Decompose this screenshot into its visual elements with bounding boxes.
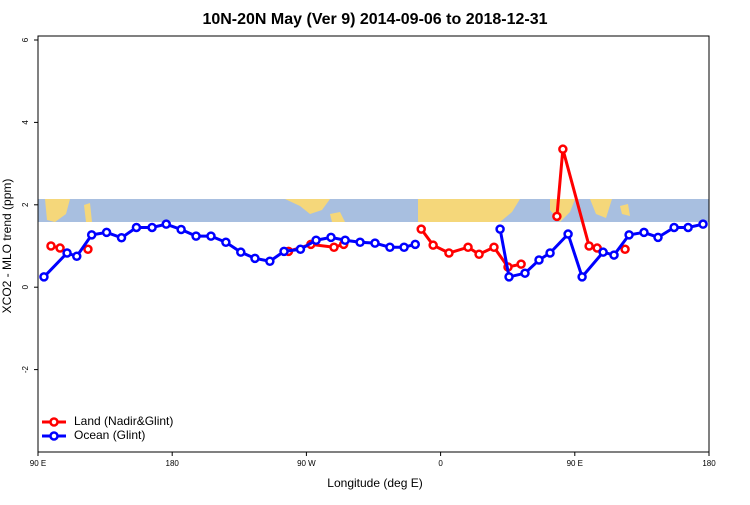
data-point [39,272,49,282]
data-point [520,268,530,278]
data-point [669,222,679,233]
data-point [534,255,544,265]
data-point [552,211,562,222]
legend-marker [49,417,59,427]
x-tick-label: 90 W [297,459,316,468]
y-tick-label: 6 [21,37,30,42]
legend-label: Ocean (Glint) [74,428,145,442]
data-point [558,144,568,154]
data-point [191,231,201,241]
x-axis-label: Longitude (deg E) [327,476,422,490]
data-point [609,250,619,260]
data-point [653,232,663,243]
data-point [592,243,602,253]
data-point [489,242,499,252]
data-point [428,240,438,250]
data-point [101,227,112,238]
data-point [236,247,246,257]
data-point [147,222,157,233]
data-point [116,233,127,243]
map-land [45,199,630,222]
data-point [265,256,275,266]
data-point [340,235,350,245]
data-point [370,238,380,248]
data-point [577,272,587,282]
data-point [176,224,186,235]
data-point [598,247,608,257]
data-point [463,242,473,252]
plot-frame [37,35,710,453]
data-point [545,248,555,258]
y-tick-label: -2 [21,365,30,373]
data-point [86,230,97,240]
data-point [221,237,231,248]
x-tick-label: 180 [702,459,716,468]
data-point [355,237,365,248]
data-point [206,231,216,241]
y-tick-label: 4 [21,120,30,125]
map-ocean [38,199,709,222]
data-point [410,239,421,250]
data-point [504,272,514,282]
data-point [516,259,526,269]
data-point [474,249,484,259]
data-point [311,235,321,245]
data-point [72,251,82,262]
data-point [161,219,171,229]
map-strip [38,199,709,222]
data-point [329,242,339,252]
legend-marker [49,431,59,441]
data-point [83,244,93,255]
data-point [295,244,306,255]
data-point [698,219,708,229]
data-point [620,244,630,255]
chart-title: 10N-20N May (Ver 9) 2014-09-06 to 2018-1… [202,11,547,28]
data-point [55,243,65,253]
data-point [131,222,142,233]
data-point [495,224,505,234]
legend-label: Land (Nadir&Glint) [74,414,173,428]
y-axis-label: XCO2 - MLO trend (ppm) [0,179,14,314]
data-point [683,222,693,233]
data-point [62,248,72,258]
x-tick-label: 90 E [30,459,46,468]
data-point [399,242,409,252]
data-point [639,227,649,238]
data-point [563,229,573,239]
data-point [584,241,594,251]
data-point [385,242,395,252]
y-tick-label: 0 [21,284,30,289]
data-point [46,241,56,251]
data-point [250,253,260,264]
x-tick-label: 180 [166,459,180,468]
data-point [444,248,454,258]
x-tick-label: 90 E [567,459,583,468]
x-tick-label: 0 [438,459,443,468]
y-tick-label: 2 [21,202,30,207]
data-point [326,232,336,243]
data-point [624,230,634,240]
data-point [416,224,426,234]
data-point [279,246,289,257]
